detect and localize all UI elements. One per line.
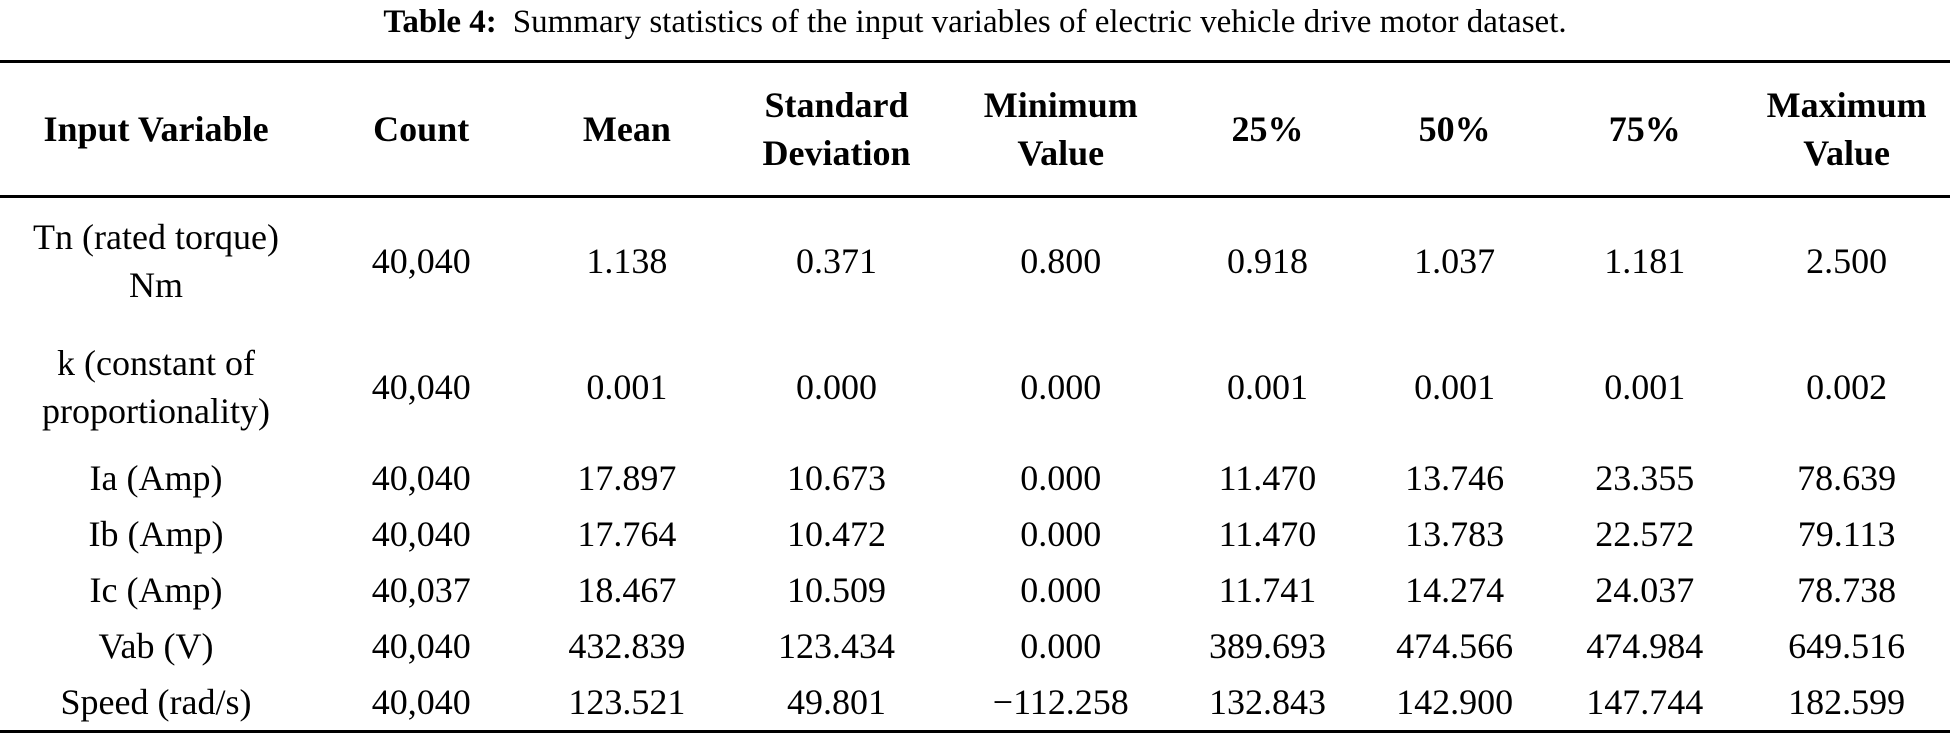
- cell-mean: 1.138: [586, 240, 668, 281]
- cell-count: 40,040: [371, 513, 471, 554]
- cell-p75: 23.355: [1595, 457, 1695, 498]
- cell-mean: 432.839: [568, 625, 686, 666]
- cell-min: 0.000: [1020, 457, 1102, 498]
- header-input-variable: Input Variable: [0, 61, 312, 198]
- cell-p50: 142.900: [1396, 681, 1514, 722]
- summary-statistics-table: Input Variable Count Mean Standard Devia…: [0, 60, 1950, 733]
- cell-p50: 13.746: [1405, 457, 1505, 498]
- cell-min: 0.000: [1020, 625, 1102, 666]
- cell-min: 0.800: [1020, 240, 1102, 281]
- row-variable: Speed (rad/s): [60, 681, 252, 722]
- header-minimum-value: Minimum Value: [949, 61, 1172, 198]
- row-variable: Tn (rated torque) Nm: [33, 216, 279, 305]
- table-row-ic: Ic (Amp) 40,037 18.467 10.509 0.000 11.7…: [0, 562, 1950, 618]
- cell-p25: 0.001: [1226, 366, 1308, 407]
- row-variable: k (constant of proportionality): [42, 342, 270, 431]
- cell-p25: 11.470: [1218, 457, 1317, 498]
- table-row-vab: Vab (V) 40,040 432.839 123.434 0.000 389…: [0, 618, 1950, 674]
- cell-min: 0.000: [1020, 569, 1102, 610]
- cell-count: 40,040: [371, 366, 471, 407]
- cell-mean: 18.467: [577, 569, 677, 610]
- cell-p75: 474.984: [1586, 625, 1704, 666]
- cell-p25: 11.741: [1218, 569, 1317, 610]
- cell-count: 40,040: [371, 681, 471, 722]
- header-75-percentile: 75%: [1546, 61, 1744, 198]
- table-caption-label: Table 4:: [383, 4, 497, 40]
- header-mean: Mean: [530, 61, 724, 198]
- cell-min: 0.000: [1020, 366, 1102, 407]
- cell-p75: 24.037: [1595, 569, 1695, 610]
- cell-max: 0.002: [1806, 366, 1888, 407]
- cell-max: 79.113: [1797, 513, 1896, 554]
- cell-p50: 14.274: [1405, 569, 1505, 610]
- table-row-k-constant: k (constant of proportionality) 40,040 0…: [0, 324, 1950, 450]
- cell-std: 10.472: [787, 513, 887, 554]
- cell-min: −112.258: [992, 681, 1129, 722]
- cell-p75: 147.744: [1586, 681, 1704, 722]
- row-variable: Vab (V): [98, 625, 214, 666]
- cell-max: 78.639: [1797, 457, 1897, 498]
- cell-mean: 123.521: [568, 681, 686, 722]
- cell-max: 78.738: [1797, 569, 1897, 610]
- cell-std: 0.371: [796, 240, 878, 281]
- header-count: Count: [312, 61, 531, 198]
- cell-count: 40,040: [371, 457, 471, 498]
- cell-p25: 11.470: [1218, 513, 1317, 554]
- cell-count: 40,040: [371, 240, 471, 281]
- cell-p25: 0.918: [1226, 240, 1308, 281]
- cell-std: 123.434: [778, 625, 896, 666]
- header-standard-deviation: Standard Deviation: [723, 61, 950, 198]
- table-row-speed: Speed (rad/s) 40,040 123.521 49.801 −112…: [0, 674, 1950, 732]
- cell-max: 2.500: [1806, 240, 1888, 281]
- cell-count: 40,037: [371, 569, 471, 610]
- cell-mean: 0.001: [586, 366, 668, 407]
- cell-min: 0.000: [1020, 513, 1102, 554]
- row-variable: Ia (Amp): [89, 457, 223, 498]
- cell-max: 182.599: [1788, 681, 1906, 722]
- cell-mean: 17.764: [577, 513, 677, 554]
- cell-p75: 22.572: [1595, 513, 1695, 554]
- cell-count: 40,040: [371, 625, 471, 666]
- cell-std: 10.673: [787, 457, 887, 498]
- header-maximum-value: Maximum Value: [1743, 61, 1950, 198]
- cell-p25: 132.843: [1208, 681, 1326, 722]
- cell-mean: 17.897: [577, 457, 677, 498]
- cell-std: 0.000: [796, 366, 878, 407]
- cell-std: 49.801: [787, 681, 887, 722]
- table-caption-text: Summary statistics of the input variable…: [512, 4, 1567, 40]
- header-50-percentile: 50%: [1363, 61, 1547, 198]
- table-row-tn-rated-torque: Tn (rated torque) Nm 40,040 1.138 0.371 …: [0, 197, 1950, 325]
- cell-max: 649.516: [1788, 625, 1906, 666]
- header-row: Input Variable Count Mean Standard Devia…: [0, 61, 1950, 198]
- table-row-ia: Ia (Amp) 40,040 17.897 10.673 0.000 11.4…: [0, 450, 1950, 506]
- cell-p75: 0.001: [1604, 366, 1686, 407]
- cell-std: 10.509: [787, 569, 887, 610]
- table-caption: Table 4: Summary statistics of the input …: [0, 0, 1950, 60]
- header-25-percentile: 25%: [1171, 61, 1364, 198]
- row-variable: Ib (Amp): [88, 513, 224, 554]
- row-variable: Ic (Amp): [89, 569, 223, 610]
- cell-p50: 1.037: [1414, 240, 1496, 281]
- cell-p25: 389.693: [1208, 625, 1326, 666]
- table-row-ib: Ib (Amp) 40,040 17.764 10.472 0.000 11.4…: [0, 506, 1950, 562]
- cell-p50: 474.566: [1396, 625, 1514, 666]
- cell-p50: 13.783: [1405, 513, 1505, 554]
- cell-p75: 1.181: [1604, 240, 1686, 281]
- cell-p50: 0.001: [1414, 366, 1496, 407]
